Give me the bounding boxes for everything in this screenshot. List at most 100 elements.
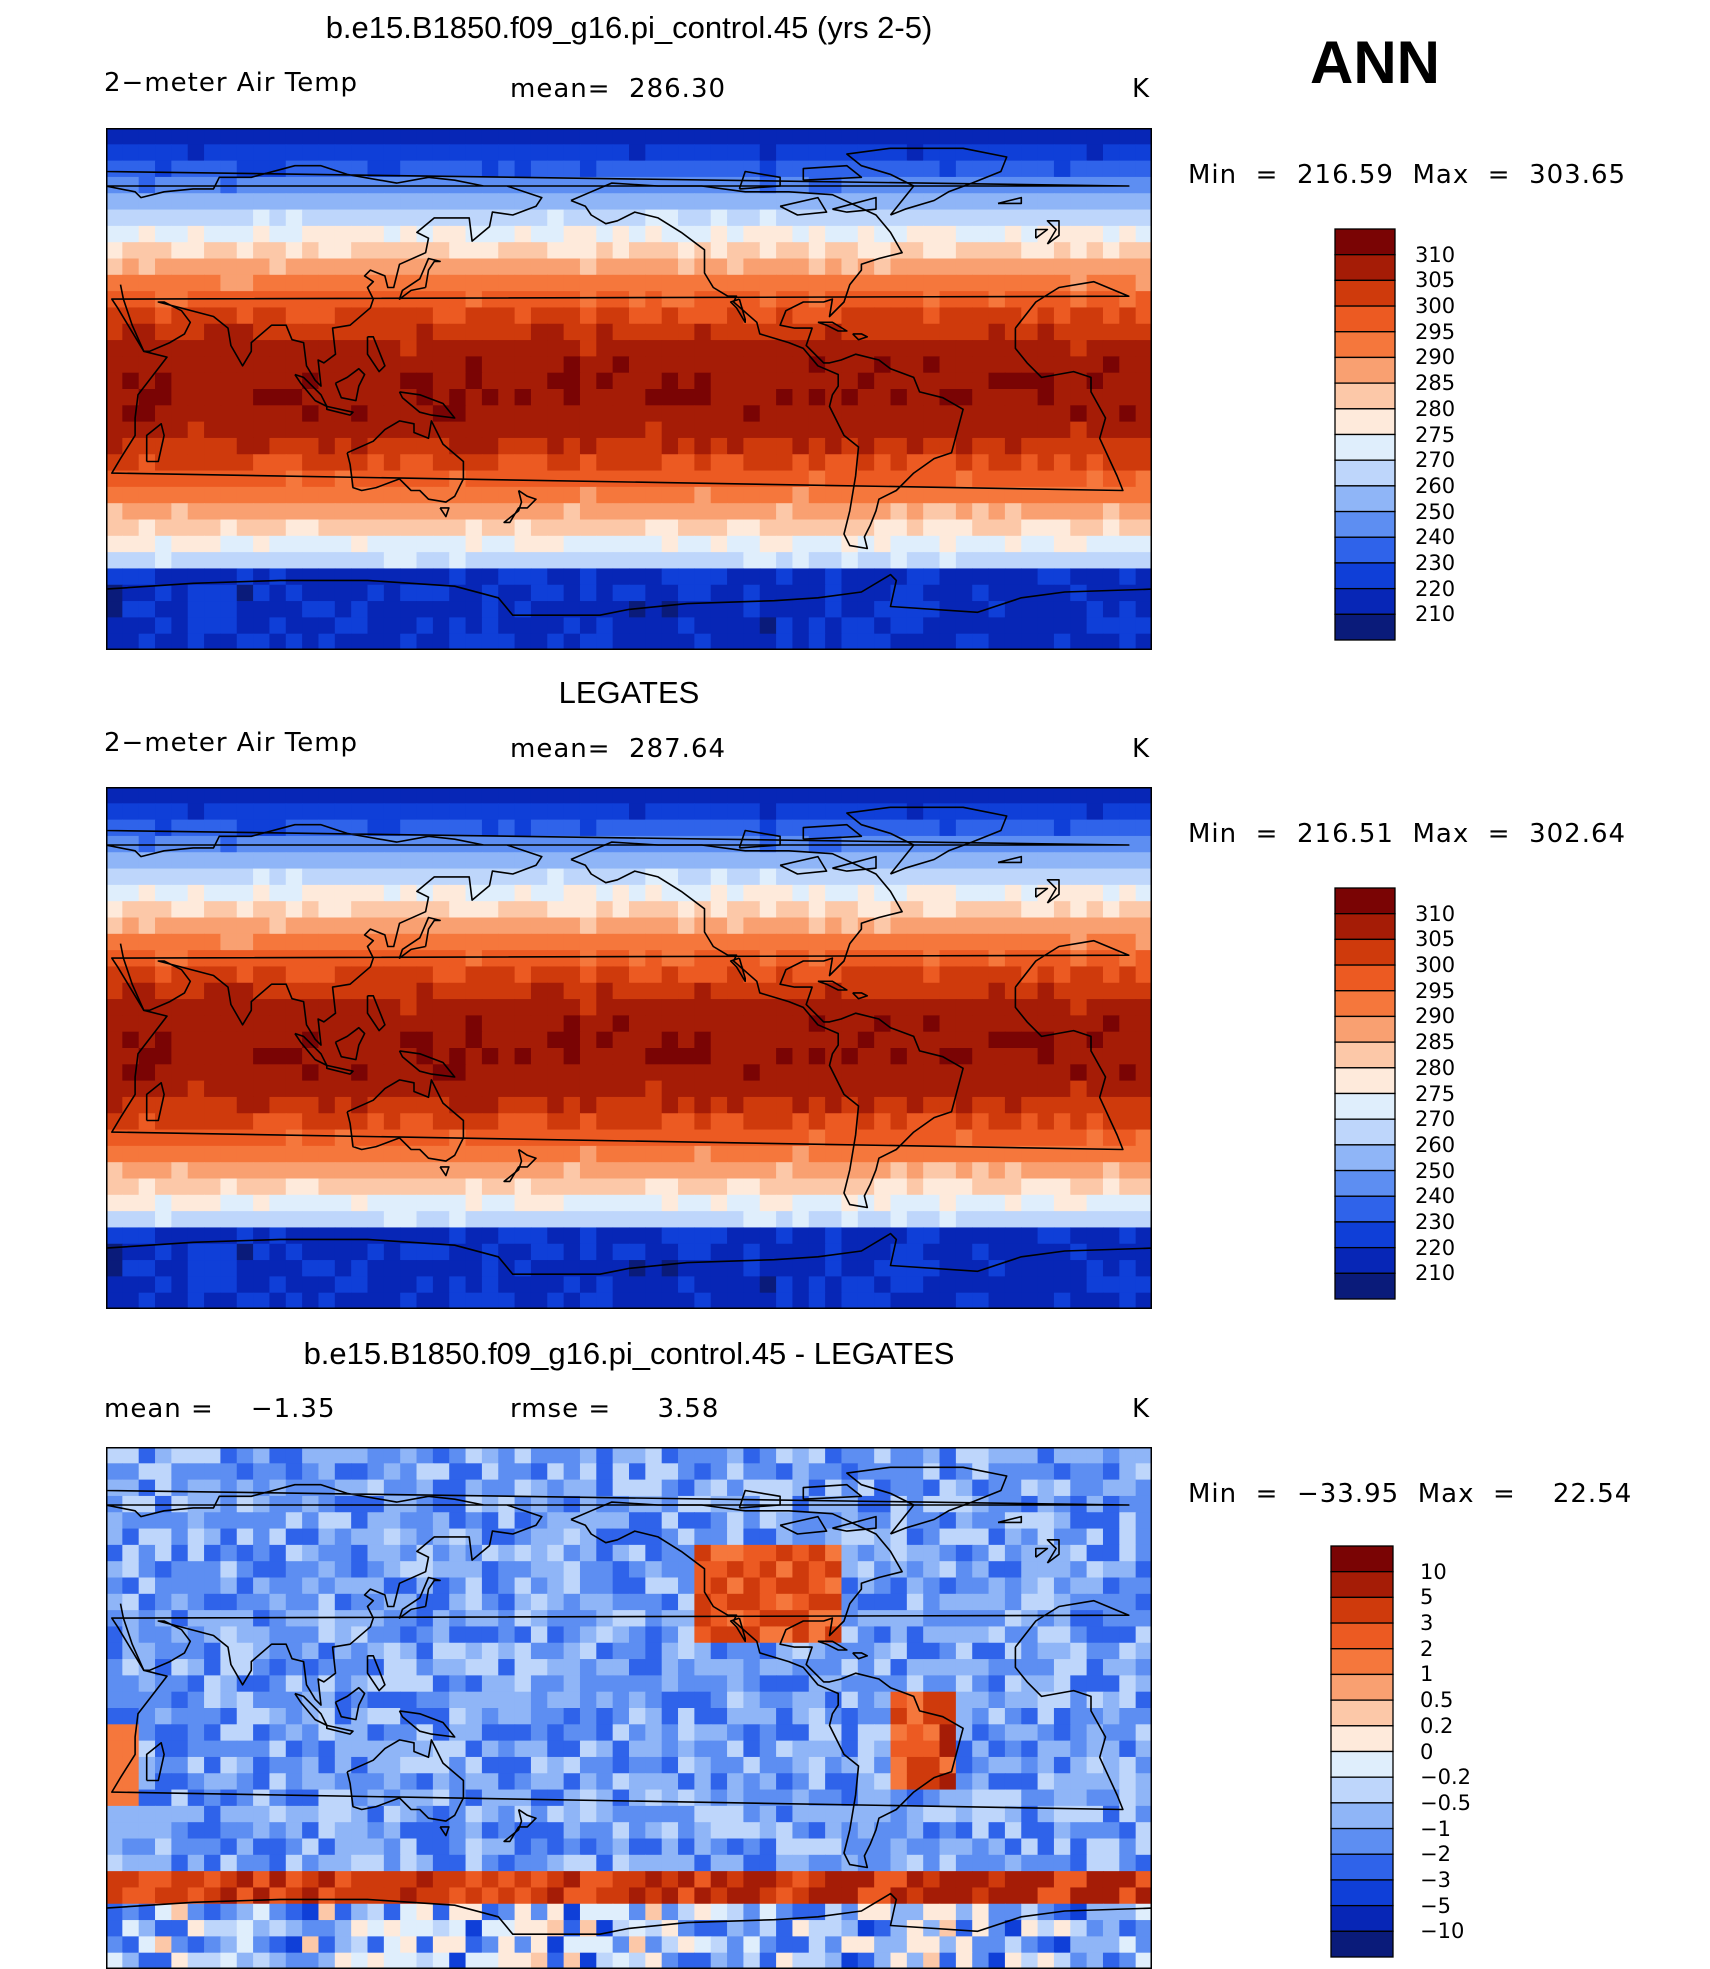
field-cell [662,617,679,634]
field-cell [841,787,858,804]
field-cell [841,918,858,935]
field-cell [351,471,368,488]
field-cell [482,259,499,276]
field-cell [760,1529,777,1546]
field-cell [956,454,973,471]
field-cell [1005,568,1022,585]
field-cell [694,210,711,227]
field-cell [449,1561,466,1578]
field-cell [956,1463,973,1480]
field-cell [792,803,809,820]
field-cell [596,356,613,373]
field-cell [874,1276,891,1293]
field-cell [727,1146,744,1163]
field-cell [237,1162,254,1179]
field-cell [253,1162,270,1179]
field-cell [580,242,597,259]
field-cell [384,1626,401,1643]
field-cell [449,373,466,390]
field-cell [989,144,1006,161]
field-cell [662,1480,679,1497]
field-cell [1103,885,1120,902]
colorbar-tick-label: 220 [1415,1238,1455,1259]
field-cell [188,1447,205,1464]
field-cell [858,128,875,145]
field-cell [629,405,646,422]
field-cell [760,1146,777,1163]
field-cell [825,1081,842,1098]
field-cell [318,934,335,951]
field-cell [139,983,156,1000]
field-cell [841,1545,858,1562]
field-cell [613,1146,630,1163]
field-cell [1103,356,1120,373]
field-cell [1054,1227,1071,1244]
field-cell [482,1545,499,1562]
field-cell [318,422,335,439]
field-cell [727,1211,744,1228]
field-cell [727,1578,744,1595]
field-cell [923,1064,940,1081]
field-cell [1103,1529,1120,1546]
field-cell [1087,601,1104,618]
field-cell [122,340,139,357]
field-cell [547,128,564,145]
field-cell [351,852,368,869]
field-cell [662,438,679,455]
field-cell [449,934,466,951]
field-cell [956,340,973,357]
field-cell [792,454,809,471]
field-cell [433,1561,450,1578]
field-cell [743,275,760,292]
field-cell [482,503,499,520]
field-cell [188,1512,205,1529]
field-cell [1070,193,1087,210]
field-cell [188,1578,205,1595]
field-cell [760,634,777,650]
field-cell [792,1048,809,1065]
field-cell [1136,275,1152,292]
field-cell [792,1015,809,1032]
field-cell [629,1447,646,1464]
field-cell [171,373,188,390]
field-cell [335,1244,352,1261]
field-cell [335,568,352,585]
field-cell [1103,1179,1120,1196]
field-cell [711,1594,728,1611]
field-cell [122,144,139,161]
field-cell [825,1463,842,1480]
field-cell [220,242,237,259]
field-cell [1005,1463,1022,1480]
field-cell [335,275,352,292]
field-cell [711,1545,728,1562]
field-cell [1070,1276,1087,1293]
field-cell [841,966,858,983]
field-cell [188,617,205,634]
field-cell [1136,226,1152,243]
field-cell [1087,210,1104,227]
field-cell [188,934,205,951]
field-cell [384,307,401,324]
field-cell [907,1260,924,1277]
field-cell [923,1032,940,1049]
field-cell [1054,1447,1071,1464]
field-cell [874,787,891,804]
field-cell [1087,1545,1104,1562]
field-cell [286,869,303,886]
field-cell [335,1293,352,1309]
field-cell [580,1064,597,1081]
colorbar-box [1335,589,1395,615]
field-cell [1021,275,1038,292]
field-cell [139,1293,156,1309]
field-cell [302,803,319,820]
field-cell [188,852,205,869]
field-cell [760,520,777,537]
field-cell [155,1545,172,1562]
field-cell [580,1162,597,1179]
panel2-mean: mean= 287.64 [510,734,726,764]
field-cell [220,1561,237,1578]
field-cell [433,340,450,357]
field-cell [466,144,483,161]
field-cell [645,1276,662,1293]
field-cell [384,454,401,471]
